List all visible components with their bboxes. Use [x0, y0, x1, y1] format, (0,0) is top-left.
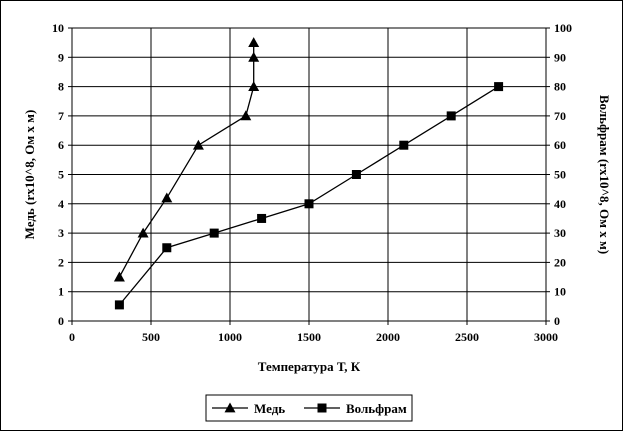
left-tick-label: 10 [52, 21, 64, 35]
right-tick-label: 30 [554, 226, 566, 240]
legend-item: Вольфрам [304, 401, 407, 416]
left-tick-label: 4 [58, 197, 64, 211]
right-tick-label: 90 [554, 50, 566, 64]
x-tick-label: 2000 [376, 330, 400, 344]
x-tick-label: 2500 [455, 330, 479, 344]
legend-item: Медь [212, 401, 285, 416]
right-axis-title: Вольфрам (rx10^8, Ом х м) [597, 95, 612, 254]
x-axis-ticks: 0 500 1000 1500 2000 2500 3000 [69, 321, 558, 344]
data-point-marker [248, 51, 260, 62]
x-tick-label: 500 [142, 330, 160, 344]
left-tick-label: 9 [58, 50, 64, 64]
right-tick-label: 40 [554, 197, 566, 211]
left-tick-label: 7 [58, 109, 64, 123]
right-tick-label: 80 [554, 80, 566, 94]
series-med [113, 37, 260, 282]
data-point-marker [113, 271, 125, 282]
data-point-marker [304, 199, 314, 209]
right-tick-label: 50 [554, 168, 566, 182]
data-point-marker [192, 139, 204, 150]
data-point-marker [494, 82, 504, 92]
right-tick-label: 0 [554, 314, 560, 328]
data-point-marker [248, 81, 260, 91]
left-axis-title: Медь (rx10^8, Ом х м) [22, 110, 37, 240]
right-axis-ticks: 0 10 20 30 40 50 60 70 80 90 100 [546, 21, 572, 328]
data-point-marker [446, 111, 456, 121]
data-point-marker [161, 192, 173, 203]
data-point-marker [257, 213, 267, 223]
right-tick-label: 100 [554, 21, 572, 35]
series-volfram [114, 82, 504, 310]
left-tick-label: 2 [58, 255, 64, 269]
legend-label: Вольфрам [346, 401, 407, 416]
left-tick-label: 8 [58, 80, 64, 94]
x-tick-label: 1500 [297, 330, 321, 344]
series-line [118, 42, 255, 278]
legend-marker [224, 402, 236, 413]
left-axis-ticks: 0 1 2 3 4 5 6 7 8 9 10 [52, 21, 72, 328]
right-tick-label: 20 [554, 255, 566, 269]
left-tick-label: 0 [58, 314, 64, 328]
legend-marker [317, 403, 327, 413]
series-layer [113, 37, 504, 310]
left-tick-label: 3 [58, 226, 64, 240]
data-point-marker [248, 37, 260, 48]
data-point-marker [137, 227, 149, 238]
data-point-marker [351, 170, 361, 179]
data-point-marker [209, 228, 219, 238]
right-tick-label: 70 [554, 109, 566, 123]
x-tick-label: 3000 [534, 330, 558, 344]
left-tick-label: 5 [58, 168, 64, 182]
data-point-marker [114, 300, 124, 310]
data-point-marker [399, 140, 409, 150]
legend: Медь Вольфрам [205, 394, 413, 422]
data-point-marker [240, 110, 252, 121]
x-tick-label: 1000 [218, 330, 242, 344]
legend-label: Медь [254, 401, 285, 416]
x-tick-label: 0 [69, 330, 75, 344]
right-tick-label: 10 [554, 285, 566, 299]
data-point-marker [162, 243, 172, 253]
x-axis-title: Температура Т, К [258, 359, 361, 374]
right-tick-label: 60 [554, 138, 566, 152]
left-tick-label: 1 [58, 285, 64, 299]
left-tick-label: 6 [58, 138, 64, 152]
